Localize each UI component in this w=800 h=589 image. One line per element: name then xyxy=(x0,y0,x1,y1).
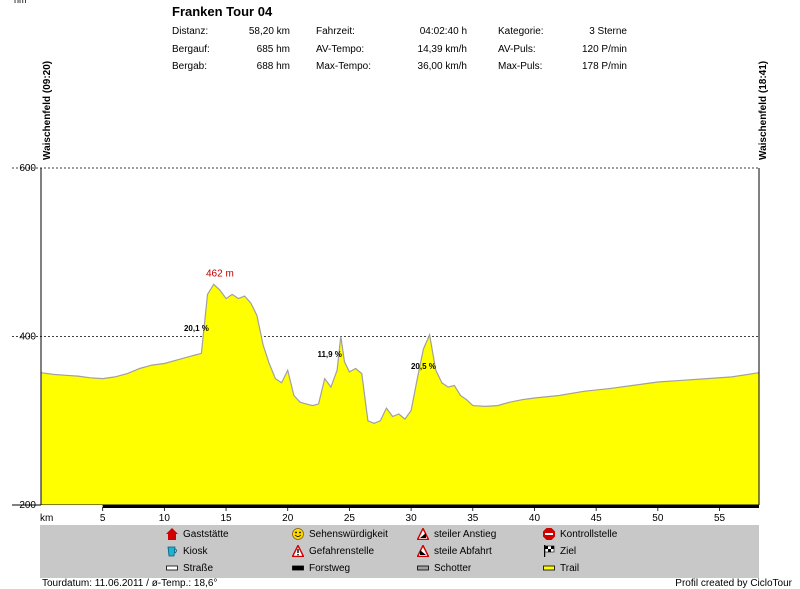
gravel-icon xyxy=(417,562,429,574)
legend-label: Trail xyxy=(560,562,580,574)
stat-value-distanz: 58,20 km xyxy=(248,26,290,37)
x-tick-label-15: 15 xyxy=(220,513,232,524)
smiley-icon xyxy=(292,528,304,540)
legend-panel: Gaststätte Sehenswürdigkeit steiler Anst… xyxy=(40,525,759,578)
gradient-label-1: 20,1 % xyxy=(184,324,209,333)
legend-item-steile-abfahrt: steile Abfahrt xyxy=(416,543,492,558)
stat-label-kategorie: Kategorie: xyxy=(498,26,544,37)
y-tick-label-400: 400 xyxy=(19,332,36,343)
legend-label: Gaststätte xyxy=(183,528,229,540)
legend-item-trail: Trail xyxy=(543,562,579,574)
legend-label: Sehenswürdigkeit xyxy=(309,528,388,540)
legend-item-steiler-anstieg: steiler Anstieg xyxy=(416,526,497,541)
legend-label: Kiosk xyxy=(183,545,208,557)
warning-descent-icon xyxy=(416,543,430,558)
legend-item-kontrollstelle: Kontrollstelle xyxy=(543,528,617,540)
elevation-area xyxy=(41,284,759,505)
legend-item-sehenswuerdigkeit: Sehenswürdigkeit xyxy=(292,528,388,540)
x-tick-label-30: 30 xyxy=(406,513,418,524)
elevation-outline xyxy=(40,283,760,424)
x-tick-label-50: 50 xyxy=(652,513,664,524)
elevation-chart: hm 200 400 600 5 10 15 20 25 30 35 40 45 50 55 km 462 … xyxy=(12,0,760,524)
stat-label-max-tempo: Max-Tempo: xyxy=(316,61,372,72)
legend-item-ziel: Ziel xyxy=(543,545,576,557)
x-tick-label-35: 35 xyxy=(467,513,479,524)
legend-label: steiler Anstieg xyxy=(434,528,497,540)
x-tick-label-25: 25 xyxy=(344,513,356,524)
stat-label-distanz: Distanz: xyxy=(172,26,209,37)
gradient-label-3: 20,5 % xyxy=(411,362,436,371)
house-icon xyxy=(166,528,178,540)
stat-value-max-puls: 178 P/min xyxy=(581,61,627,72)
tour-title: Franken Tour 04 xyxy=(172,4,273,19)
x-tick-label-40: 40 xyxy=(529,513,541,524)
y-axis-unit-label: hm xyxy=(14,0,27,5)
stat-value-fahrzeit: 04:02:40 h xyxy=(419,26,467,37)
legend-item-kiosk: Kiosk xyxy=(166,545,207,557)
legend-label: Kontrollstelle xyxy=(560,528,618,540)
x-tick-label-45: 45 xyxy=(591,513,603,524)
legend-label: Gefahrenstelle xyxy=(309,545,375,557)
legend-label: Ziel xyxy=(560,545,577,557)
stat-value-av-tempo: 14,39 km/h xyxy=(417,44,467,55)
gradient-label-2: 11,9 % xyxy=(317,350,341,359)
stat-value-kategorie: 3 Sterne xyxy=(589,26,627,37)
y-tick-label-200: 200 xyxy=(19,500,36,511)
legend-item-forstweg: Forstweg xyxy=(292,562,350,574)
legend-label: steile Abfahrt xyxy=(434,545,492,557)
stat-value-av-puls: 120 P/min xyxy=(581,44,627,55)
tour-date-footer: Tourdatum: 11.06.2011 / ø-Temp.: 18,6° xyxy=(42,578,218,589)
legend-label: Schotter xyxy=(434,562,472,574)
stat-label-bergauf: Bergauf: xyxy=(172,44,210,55)
x-tick-label-10: 10 xyxy=(159,513,171,524)
stop-sign-icon xyxy=(543,528,555,540)
legend-item-gaststaette: Gaststätte xyxy=(166,528,229,540)
stat-label-max-puls: Max-Puls: xyxy=(498,61,543,72)
y-tick-label-600: 600 xyxy=(19,163,36,174)
legend-label: Forstweg xyxy=(309,562,351,574)
surface-segment xyxy=(41,505,103,508)
stat-value-bergauf: 685 hm xyxy=(256,44,290,55)
warning-icon xyxy=(291,543,305,558)
surface-segment xyxy=(102,505,760,508)
stat-label-av-tempo: AV-Tempo: xyxy=(316,44,365,55)
legend-item-strasse: Straße xyxy=(166,562,213,574)
x-axis-unit-label: km xyxy=(40,513,53,524)
cup-icon xyxy=(166,545,178,557)
x-tick-label-5: 5 xyxy=(100,513,106,524)
x-tick-label-20: 20 xyxy=(282,513,294,524)
warning-climb-icon xyxy=(416,526,430,541)
trail-icon xyxy=(543,562,555,574)
stat-label-av-puls: AV-Puls: xyxy=(498,44,536,55)
peak-elevation-label: 462 m xyxy=(206,268,234,279)
x-tick-label-55: 55 xyxy=(714,513,726,524)
stat-value-bergab: 688 hm xyxy=(256,61,290,72)
stat-label-fahrzeit: Fahrzeit: xyxy=(316,26,355,37)
legend-item-gefahrenstelle: Gefahrenstelle xyxy=(291,543,375,558)
credit-footer: Profil created by CicloTour xyxy=(675,578,792,589)
stat-label-bergab: Bergab: xyxy=(172,61,208,72)
legend-item-schotter: Schotter xyxy=(417,562,471,574)
road-icon xyxy=(166,562,178,574)
stat-value-max-tempo: 36,00 km/h xyxy=(417,61,467,72)
forest-track-icon xyxy=(292,562,304,574)
checkered-flag-icon xyxy=(543,545,555,557)
legend-label: Straße xyxy=(183,562,214,574)
